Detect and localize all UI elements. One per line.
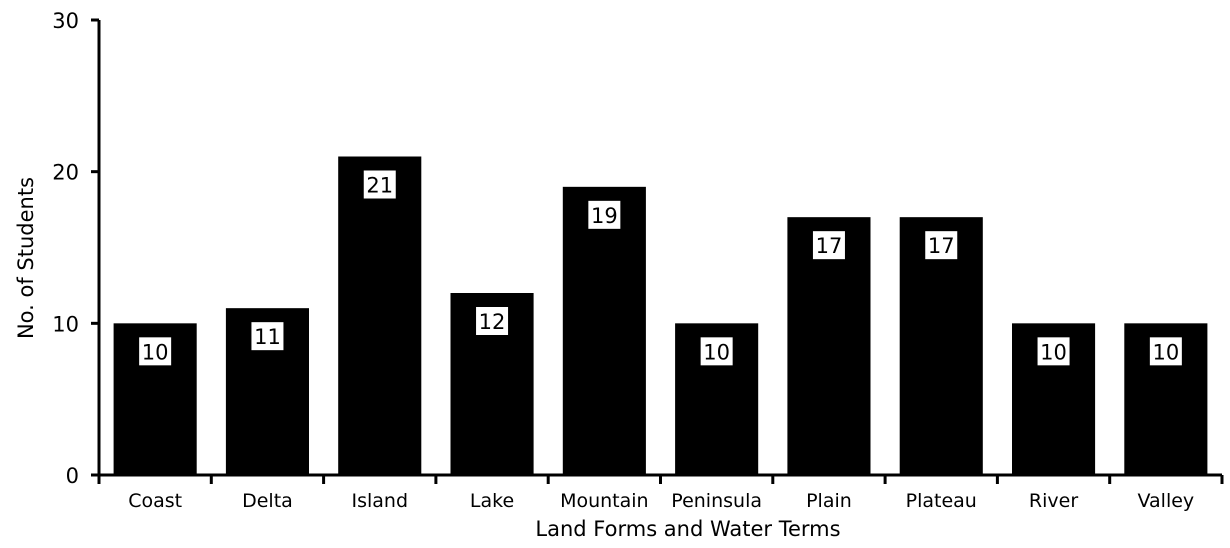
x-axis-title: Land Forms and Water Terms: [535, 517, 840, 541]
data-label: 17: [928, 234, 955, 258]
data-label-box: [363, 170, 396, 199]
data-label-box: [139, 337, 172, 366]
data-label: 11: [254, 325, 281, 349]
x-category-label: Valley: [1138, 490, 1195, 512]
data-label: 21: [366, 174, 393, 198]
x-category-label: Peninsula: [671, 490, 762, 512]
data-label: 10: [1040, 340, 1067, 364]
y-tick-label: 0: [66, 464, 79, 488]
data-label: 12: [479, 310, 506, 334]
data-label-box: [812, 231, 845, 260]
data-label: 10: [1152, 340, 1179, 364]
x-category-label: Lake: [470, 490, 514, 512]
data-label-box: [1149, 337, 1182, 366]
data-label-box: [700, 337, 733, 366]
bar-mountain: [562, 186, 646, 476]
data-label: 10: [142, 340, 169, 364]
x-category-label: Coast: [128, 490, 182, 512]
data-label: 10: [703, 340, 730, 364]
bar-plain: [787, 217, 871, 475]
data-label-box: [251, 322, 284, 351]
x-category-label: Mountain: [560, 490, 649, 512]
x-category-label: Plateau: [906, 490, 977, 512]
bar-island: [338, 156, 422, 475]
y-ticks: 0 10 20 30: [52, 9, 99, 488]
x-category-label: Delta: [242, 490, 293, 512]
bars-layer: [113, 156, 1208, 476]
data-labels: 10 11 21 12 19 10 17 17 10 10: [139, 170, 1182, 366]
x-category-label: River: [1029, 490, 1078, 512]
y-tick-label: 20: [52, 161, 79, 185]
y-tick-label: 30: [52, 9, 79, 33]
y-tick-label: 10: [52, 312, 79, 336]
data-label: 17: [816, 234, 843, 258]
y-axis-title: No. of Students: [14, 177, 38, 339]
bar-plateau: [899, 217, 983, 475]
data-label-box: [1037, 337, 1070, 366]
data-label: 19: [591, 204, 618, 228]
data-label-box: [925, 231, 958, 260]
x-category-label: Plain: [806, 490, 852, 512]
x-category-label: Island: [351, 490, 408, 512]
data-label-box: [476, 307, 509, 335]
data-label-box: [588, 200, 621, 229]
x-ticks: Coast Delta Island Lake Mountain Peninsula Pla…: [97, 475, 1224, 512]
